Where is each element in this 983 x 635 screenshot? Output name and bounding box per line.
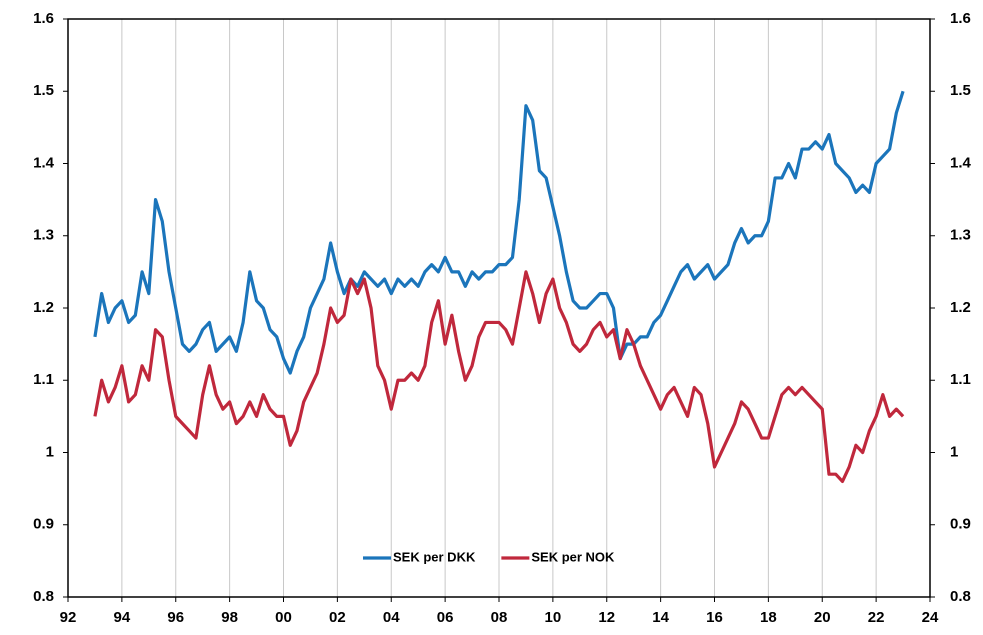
x-tick-label: 02 [329, 609, 346, 626]
plot-frame [67, 18, 931, 598]
x-tick-label: 10 [545, 609, 562, 626]
y2-tick-label: 1.5 [950, 82, 971, 99]
y2-tick-label: 1.1 [950, 371, 971, 388]
y-tick-label: 1.2 [33, 299, 54, 316]
legend-label: SEK per NOK [531, 549, 615, 564]
y2-tick-label: 1 [950, 443, 958, 460]
y-tick-label: 0.8 [33, 588, 54, 605]
y-tick-label: 0.9 [33, 516, 54, 533]
x-tick-label: 22 [868, 609, 885, 626]
y-tick-label: 1 [46, 443, 54, 460]
y-tick-label: 1.4 [33, 154, 55, 171]
x-tick-label: 14 [652, 609, 669, 626]
legend-label: SEK per DKK [393, 549, 476, 564]
x-tick-label: 04 [383, 609, 400, 626]
series-line [93, 270, 905, 483]
y-tick-label: 1.5 [33, 82, 54, 99]
y-tick-label: 1.6 [33, 10, 54, 27]
x-tick-label: 18 [760, 609, 777, 626]
x-tick-label: 20 [814, 609, 831, 626]
y2-tick-label: 1.6 [950, 10, 971, 27]
x-tick-label: 12 [598, 609, 615, 626]
y-tick-label: 1.3 [33, 227, 54, 244]
x-tick-label: 08 [491, 609, 508, 626]
x-tick-label: 92 [60, 609, 77, 626]
x-tick-label: 98 [221, 609, 238, 626]
y2-tick-label: 0.9 [950, 516, 971, 533]
x-tick-label: 06 [437, 609, 454, 626]
x-tick-label: 94 [114, 609, 131, 626]
y-tick-label: 1.1 [33, 371, 54, 388]
x-tick-label: 24 [922, 609, 939, 626]
series-line [93, 90, 905, 375]
y2-tick-label: 1.4 [950, 154, 972, 171]
y2-tick-label: 0.8 [950, 588, 971, 605]
x-tick-label: 00 [275, 609, 292, 626]
y2-tick-label: 1.3 [950, 227, 971, 244]
x-tick-label: 16 [706, 609, 723, 626]
y2-tick-label: 1.2 [950, 299, 971, 316]
x-tick-label: 96 [167, 609, 184, 626]
